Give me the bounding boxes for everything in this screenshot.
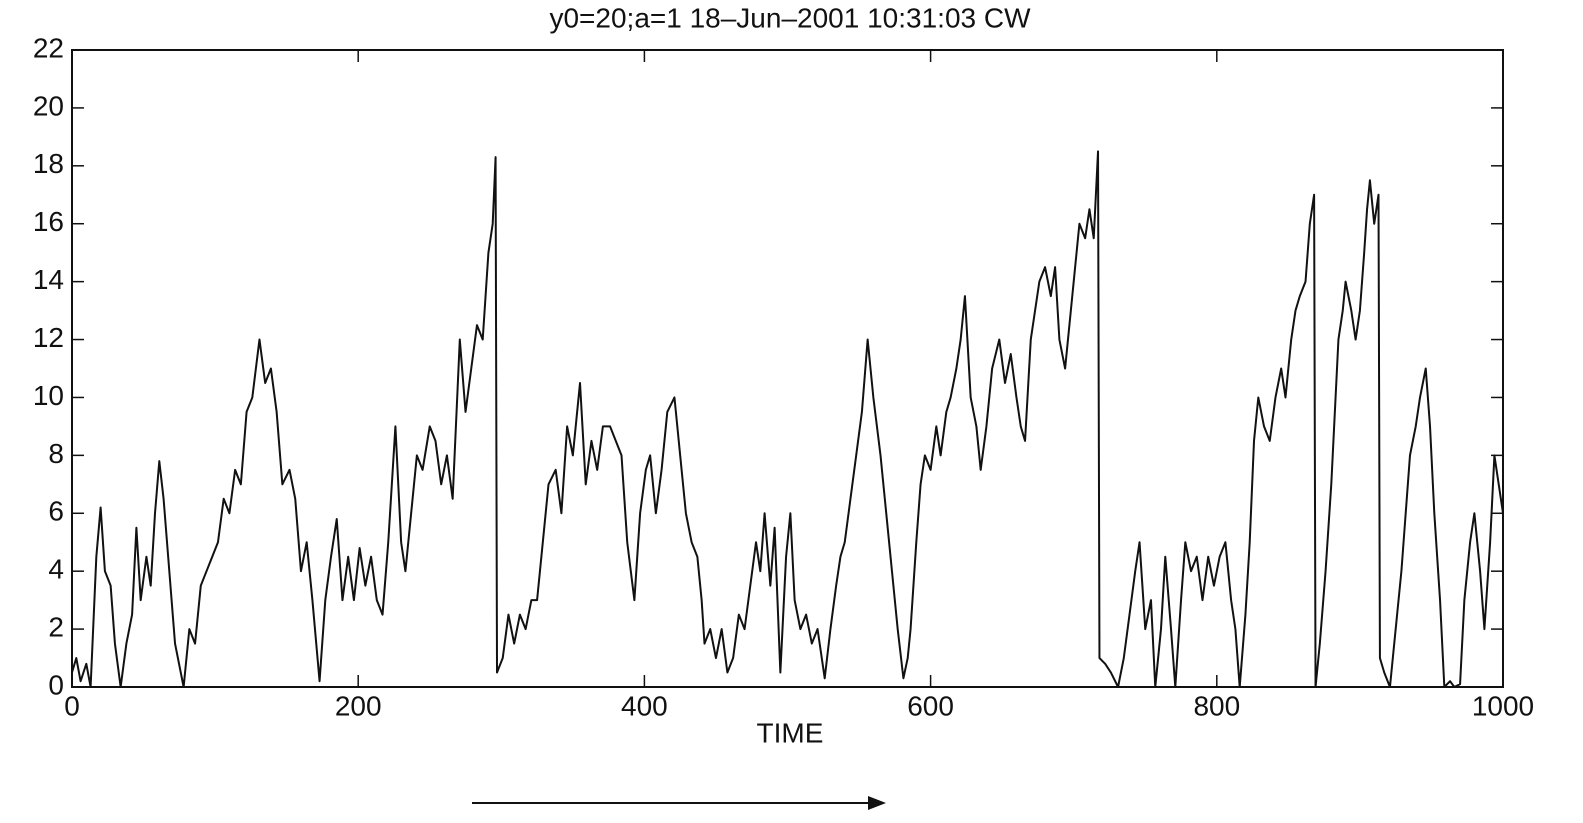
y-tick-label: 20: [33, 90, 64, 121]
y-tick-label: 12: [33, 322, 64, 353]
y-tick-label: 6: [48, 496, 64, 527]
x-tick-label: 1000: [1472, 690, 1534, 721]
y-tick-label: 14: [33, 264, 64, 295]
x-tick-label: 400: [621, 690, 668, 721]
x-tick-label: 200: [335, 690, 382, 721]
y-tick-label: 22: [33, 32, 64, 63]
y-tick-label: 4: [48, 554, 64, 585]
y-tick-label: 18: [33, 148, 64, 179]
y-tick-label: 10: [33, 380, 64, 411]
y-tick-label: 16: [33, 206, 64, 237]
y-tick-label: 2: [48, 611, 64, 642]
data-line: [71, 150, 1504, 688]
x-tick-label: 0: [64, 690, 80, 721]
x-axis-label: TIME: [757, 717, 824, 748]
plot-frame: [71, 49, 1504, 688]
y-tick-label: 0: [48, 669, 64, 700]
chart-title: y0=20;a=1 18–Jun–2001 10:31:03 CW: [549, 2, 1031, 33]
y-tick-label: 8: [48, 438, 64, 469]
x-tick-label: 800: [1193, 690, 1240, 721]
arrow-head: [868, 796, 886, 810]
x-tick-label: 600: [907, 690, 954, 721]
